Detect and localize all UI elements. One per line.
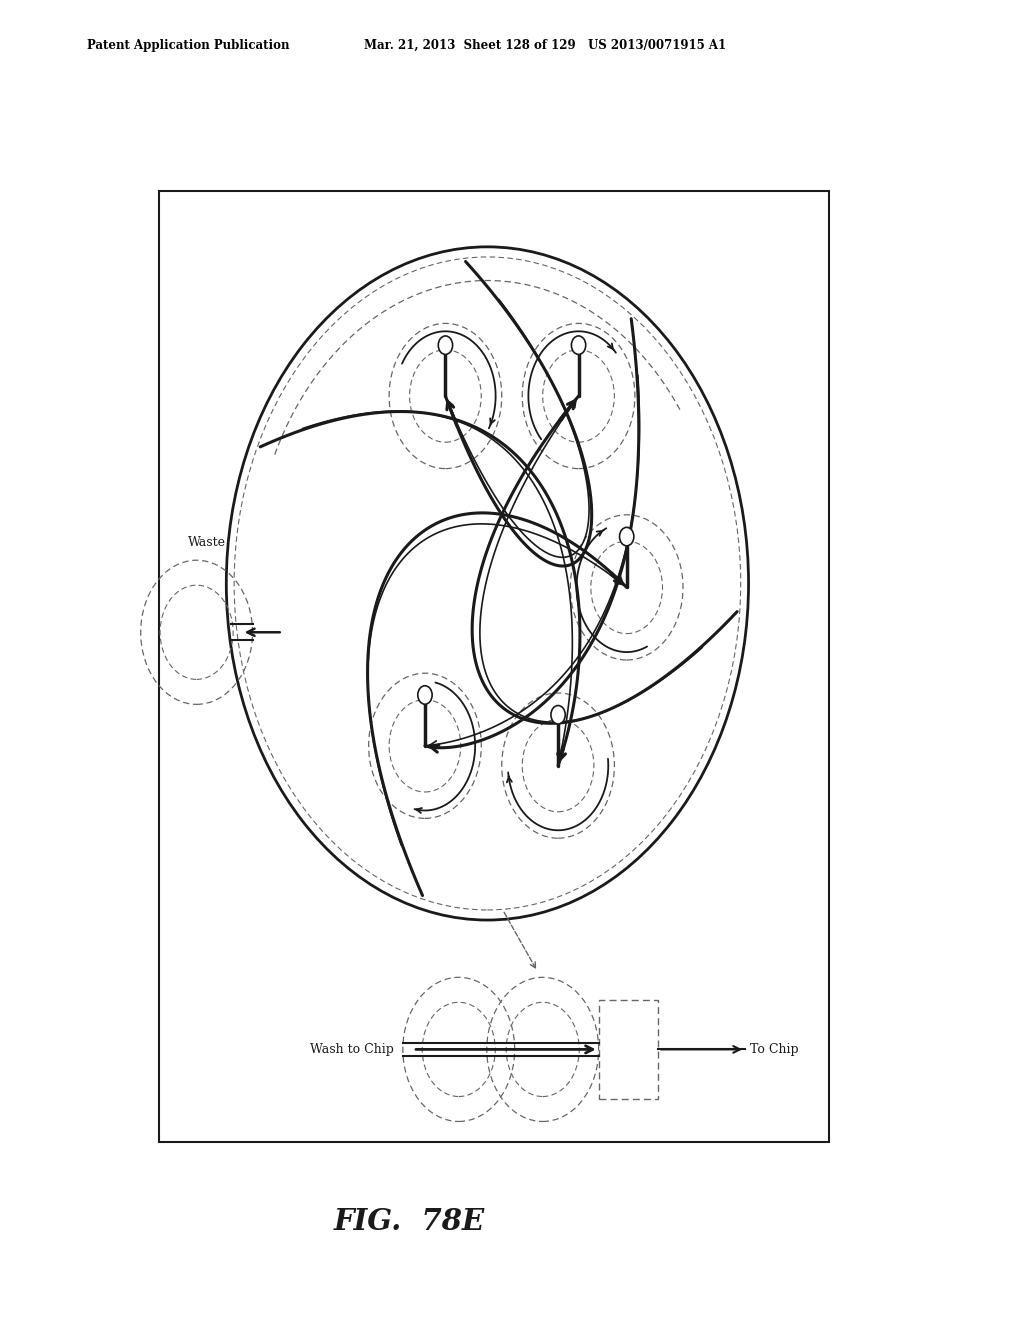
Circle shape: [418, 685, 432, 704]
Text: Patent Application Publication: Patent Application Publication: [87, 38, 290, 51]
Bar: [159, 191, 829, 1142]
Bar: [599, 1001, 658, 1098]
Text: Wash to Chip: Wash to Chip: [310, 1043, 394, 1056]
Circle shape: [438, 337, 453, 355]
Text: Mar. 21, 2013  Sheet 128 of 129   US 2013/0071915 A1: Mar. 21, 2013 Sheet 128 of 129 US 2013/0…: [364, 38, 726, 51]
Text: FIG.  78E: FIG. 78E: [334, 1206, 485, 1236]
Text: To Chip: To Chip: [751, 1043, 799, 1056]
Text: Waste: Waste: [187, 536, 226, 549]
Circle shape: [571, 337, 586, 355]
Circle shape: [551, 705, 565, 723]
Circle shape: [620, 527, 634, 546]
